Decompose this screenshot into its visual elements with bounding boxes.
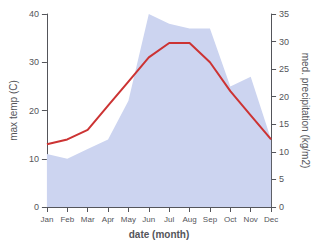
svg-text:20: 20: [29, 106, 39, 116]
svg-text:Feb: Feb: [60, 215, 74, 224]
svg-text:Apr: Apr: [102, 215, 115, 224]
svg-text:20: 20: [279, 92, 289, 102]
svg-text:5: 5: [279, 174, 284, 184]
svg-text:30: 30: [279, 37, 289, 47]
svg-text:med. precipitation (kg/m2): med. precipitation (kg/m2): [300, 53, 311, 169]
svg-text:0: 0: [279, 202, 284, 212]
svg-text:15: 15: [279, 119, 289, 129]
svg-text:0: 0: [34, 202, 39, 212]
svg-text:Jun: Jun: [142, 215, 155, 224]
svg-text:May: May: [121, 215, 136, 224]
svg-text:35: 35: [279, 9, 289, 19]
svg-text:Jul: Jul: [164, 215, 174, 224]
svg-text:Aug: Aug: [182, 215, 196, 224]
svg-text:Nov: Nov: [244, 215, 258, 224]
svg-text:date (month): date (month): [129, 229, 190, 240]
svg-text:25: 25: [279, 64, 289, 74]
svg-text:Jan: Jan: [40, 215, 53, 224]
svg-text:max temp (C): max temp (C): [8, 80, 19, 141]
svg-text:Oct: Oct: [224, 215, 237, 224]
svg-text:30: 30: [29, 57, 39, 67]
svg-text:Mar: Mar: [81, 215, 95, 224]
svg-text:10: 10: [29, 154, 39, 164]
svg-text:40: 40: [29, 9, 39, 19]
svg-text:Sep: Sep: [203, 215, 218, 224]
svg-text:Dec: Dec: [264, 215, 278, 224]
svg-text:10: 10: [279, 147, 289, 157]
